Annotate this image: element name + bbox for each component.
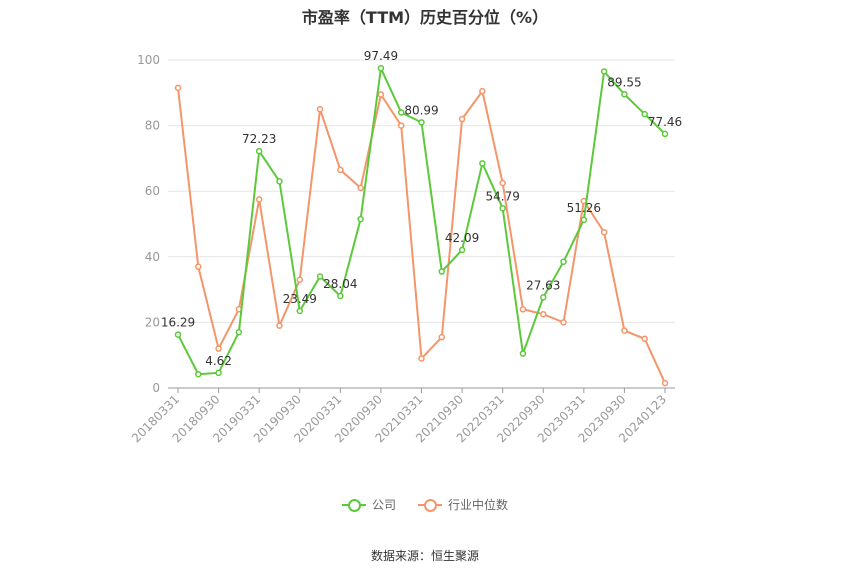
data-point-industry-median (479, 87, 486, 95)
data-point-industry-median (357, 184, 364, 192)
data-point-industry-median (621, 327, 628, 334)
data-point-company (235, 328, 243, 336)
data-point-company (174, 331, 182, 338)
data-point-company (560, 258, 567, 265)
data-point-industry-median (195, 263, 202, 270)
legend-label-company: 公司 (371, 498, 396, 512)
data-labels: 16.29 4.62 72.23 23.49 28.04 97.49 80.99 42.09 5… (161, 49, 682, 368)
data-point-industry-median (276, 322, 283, 329)
data-point-industry-median (418, 355, 425, 362)
data-point-company (661, 130, 669, 138)
data-point-industry-median (438, 333, 446, 341)
data-point-company (499, 205, 506, 212)
data-label: 54.79 (485, 189, 519, 203)
data-point-industry-median (641, 335, 648, 343)
data-point-industry-median (519, 306, 527, 313)
data-label: 23.49 (283, 292, 317, 306)
data-point-company (255, 147, 263, 155)
data-label: 51.26 (567, 201, 601, 215)
data-point-industry-median (397, 122, 405, 129)
legend-swatch-industry-median (418, 498, 442, 512)
data-point-company (540, 294, 547, 301)
data-point-industry-median (458, 115, 466, 123)
data-label: 27.63 (526, 278, 560, 292)
data-point-industry-median (174, 84, 182, 92)
legend-swatch-company (341, 498, 366, 512)
data-point-industry-median (499, 179, 506, 187)
data-point-company (316, 273, 324, 280)
data-point-company (458, 246, 466, 254)
data-point-industry-median (560, 319, 567, 326)
data-point-company (397, 109, 405, 116)
data-point-company (438, 268, 446, 275)
data-point-company (296, 307, 303, 315)
legend-label-industry-median: 行业中位数 (448, 498, 509, 512)
data-label: 16.29 (161, 316, 195, 330)
data-label: 97.49 (364, 49, 398, 63)
data-source: 数据来源：恒生聚源 (370, 549, 479, 563)
data-point-company (621, 91, 628, 98)
data-point-company (479, 160, 486, 167)
data-label: 80.99 (404, 103, 438, 117)
data-point-company (195, 370, 202, 378)
data-point-company (418, 119, 425, 126)
data-label: 77.46 (648, 115, 682, 129)
data-point-industry-median (540, 310, 547, 318)
data-label: 28.04 (323, 277, 357, 291)
legend: 公司 行业中位数 (0, 496, 850, 513)
data-point-company (337, 292, 344, 300)
y-tick-label: 20 (145, 315, 160, 329)
y-tick-label: 80 (145, 119, 160, 133)
data-point-industry-median (600, 228, 608, 236)
data-point-company (276, 178, 283, 185)
data-label: 72.23 (242, 132, 276, 146)
legend-item-industry-median[interactable]: 行业中位数 (418, 496, 508, 513)
data-label: 4.62 (205, 354, 232, 368)
data-label: 89.55 (607, 75, 641, 89)
data-point-industry-median (255, 196, 263, 203)
data-point-company (641, 110, 648, 118)
data-point-industry-median (377, 91, 385, 98)
data-point-company (519, 350, 527, 357)
y-axis: 0 20 40 60 80 100 (137, 53, 160, 395)
y-tick-label: 40 (145, 250, 160, 264)
legend-item-company[interactable]: 公司 (341, 496, 396, 513)
x-axis: 2018033120180930201903312019093020200331… (129, 387, 675, 445)
data-point-company (215, 369, 222, 377)
data-point-company (580, 216, 588, 224)
data-point-industry-median (337, 166, 344, 174)
data-point-industry-median (661, 379, 669, 387)
data-point-industry-median (215, 345, 222, 352)
y-tick-label: 0 (152, 381, 160, 395)
chart-title: 市盈率（TTM）历史百分位（%） (301, 8, 549, 27)
data-point-company (600, 68, 608, 75)
y-tick-label: 100 (137, 53, 160, 67)
data-point-company (357, 215, 364, 223)
data-label: 42.09 (445, 231, 479, 245)
y-tick-label: 60 (145, 184, 160, 198)
data-point-industry-median (296, 276, 303, 284)
series-layer (174, 64, 669, 387)
data-point-company (377, 64, 385, 72)
data-point-industry-median (316, 105, 324, 113)
